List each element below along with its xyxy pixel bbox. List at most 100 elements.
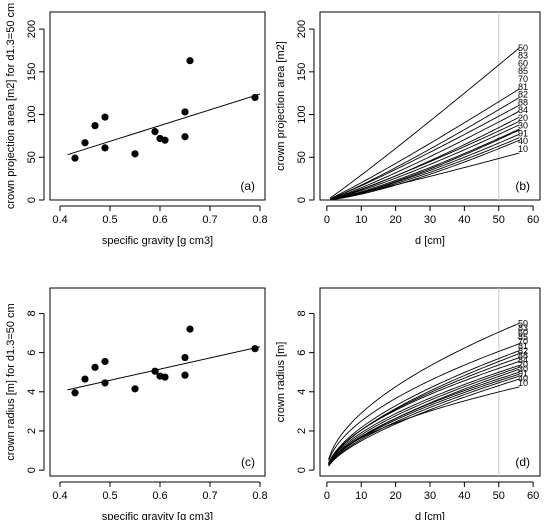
plot-frame xyxy=(49,287,266,477)
series-line-70 xyxy=(330,110,520,200)
series-line-84 xyxy=(330,128,520,200)
data-point xyxy=(251,345,259,353)
data-point xyxy=(186,325,194,333)
x-tick-label: 40 xyxy=(458,214,470,226)
series-label-81: 81 xyxy=(518,82,528,92)
data-point xyxy=(101,113,109,121)
series-label-84: 84 xyxy=(518,355,528,365)
data-point xyxy=(91,363,99,371)
series-line-88 xyxy=(330,124,520,200)
x-tick-label: 30 xyxy=(424,214,436,226)
data-point xyxy=(71,389,79,397)
series-label-83: 83 xyxy=(518,51,528,61)
data-point xyxy=(161,136,169,144)
panel-1: 0.4 0.5 0.6 0.7 0.8 0 50 100 150 200 specific grav… xyxy=(5,3,268,247)
series-label-91: 91 xyxy=(518,369,528,379)
y-tick-label: 150 xyxy=(296,63,308,81)
series-label-81: 81 xyxy=(518,341,528,351)
series-label-85: 85 xyxy=(518,332,528,342)
plot-frame xyxy=(49,11,266,201)
data-point xyxy=(131,150,139,158)
series-label-85: 85 xyxy=(518,66,528,76)
y-tick-label: 2 xyxy=(296,428,308,434)
x-tick-label: 20 xyxy=(390,490,402,502)
y-tick-label: 0 xyxy=(296,197,308,203)
series-line-10 xyxy=(328,386,520,465)
y-tick-label: 0 xyxy=(296,467,308,473)
y-tick-label: 6 xyxy=(26,350,38,356)
data-point xyxy=(81,375,89,383)
data-point xyxy=(151,128,159,136)
regression-line xyxy=(67,346,261,391)
data-point xyxy=(251,93,259,102)
y-tick-label: 100 xyxy=(296,105,308,123)
series-line-88 xyxy=(328,366,520,465)
series-label-88: 88 xyxy=(518,97,528,107)
x-tick-label: 0.7 xyxy=(202,214,217,226)
panel-3: 0.4 0.5 0.6 0.7 0.8 0 2 4 6 8 specific gravity [g … xyxy=(5,287,268,520)
series-line-10 xyxy=(330,152,520,200)
data-point xyxy=(131,385,139,393)
series-label-20: 20 xyxy=(518,360,528,370)
series-label-40: 40 xyxy=(518,373,528,383)
x-tick-label: 20 xyxy=(390,214,402,226)
data-point xyxy=(81,139,89,147)
x-tick-label: 0 xyxy=(324,214,330,226)
y-tick-label: 100 xyxy=(26,105,38,123)
y-tick-label: 2 xyxy=(26,428,38,434)
y-tick-label: 200 xyxy=(296,20,308,38)
series-line-60 xyxy=(328,350,520,464)
series-label-50: 50 xyxy=(518,43,528,53)
y-axis-label: crown radius [m] for d1.3=50 cm xyxy=(5,303,17,460)
x-tick-label: 10 xyxy=(355,214,367,226)
data-point xyxy=(91,122,99,130)
series-line-70 xyxy=(328,357,520,464)
y-axis-label: crown projection area [m2] for d1.3=50 c… xyxy=(5,3,17,209)
y-tick-label: 50 xyxy=(26,151,38,163)
y-tick-label: 50 xyxy=(296,151,308,163)
x-tick-label: 10 xyxy=(355,490,367,502)
y-tick-label: 0 xyxy=(26,467,38,473)
series-line-50 xyxy=(328,322,520,460)
series-line-85 xyxy=(328,353,520,465)
data-point xyxy=(71,154,79,162)
x-tick-label: 0.8 xyxy=(252,490,267,502)
data-point xyxy=(186,57,194,65)
series-line-20 xyxy=(328,371,520,466)
x-axis-label: d [cm] xyxy=(415,235,445,247)
series-line-60 xyxy=(330,97,520,200)
series-line-82 xyxy=(328,364,520,465)
x-tick-label: 0.6 xyxy=(152,490,167,502)
x-tick-label: 0.5 xyxy=(102,214,117,226)
series-label-70: 70 xyxy=(518,337,528,347)
series-line-40 xyxy=(328,378,520,467)
data-point xyxy=(181,371,189,379)
x-axis-label: d [cm] xyxy=(415,511,445,520)
panel-label: (c) xyxy=(241,455,255,469)
series-label-70: 70 xyxy=(518,74,528,84)
y-tick-label: 8 xyxy=(26,310,38,316)
series-label-40: 40 xyxy=(518,136,528,146)
data-point xyxy=(101,144,109,152)
series-label-10: 10 xyxy=(518,378,528,388)
x-axis-label: specific gravity [g cm3] xyxy=(102,511,213,520)
plot-frame xyxy=(319,11,541,201)
series-label-20: 20 xyxy=(518,113,528,123)
x-tick-label: 0.4 xyxy=(52,214,67,226)
x-tick-label: 50 xyxy=(493,490,505,502)
plot-frame xyxy=(319,287,541,477)
series-line-81 xyxy=(328,361,520,464)
series-line-50 xyxy=(330,47,520,199)
series-label-91: 91 xyxy=(518,128,528,138)
data-point xyxy=(101,357,109,366)
x-tick-label: 60 xyxy=(527,214,539,226)
series-label-82: 82 xyxy=(518,346,528,356)
series-label-84: 84 xyxy=(518,105,528,115)
series-label-60: 60 xyxy=(518,58,528,68)
data-point xyxy=(151,367,159,375)
data-point xyxy=(101,379,109,387)
series-label-30: 30 xyxy=(518,364,528,374)
series-line-83 xyxy=(328,343,520,461)
